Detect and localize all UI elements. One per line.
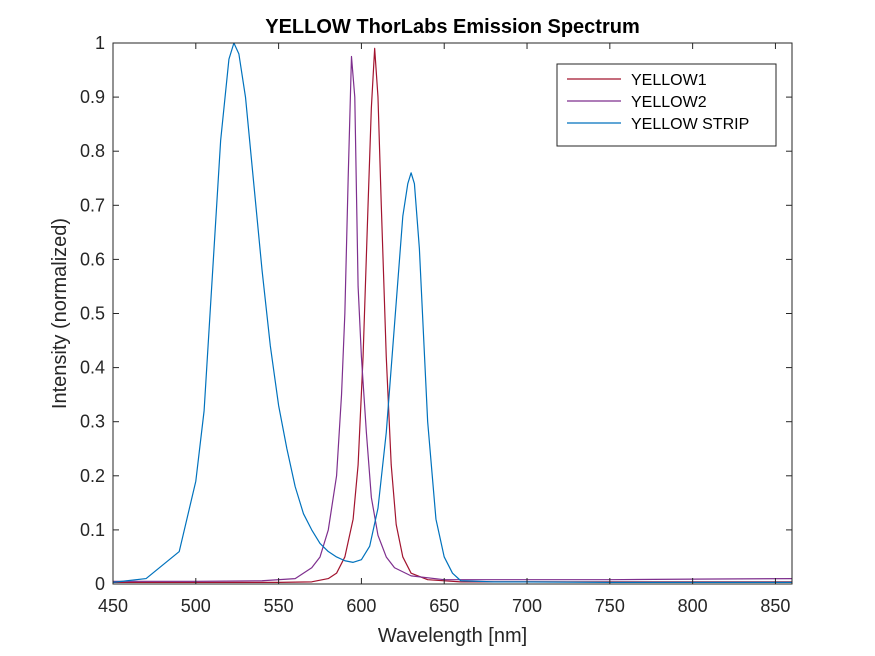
y-tick-label: 0 (95, 574, 105, 594)
x-tick-label: 450 (98, 596, 128, 616)
ticks-layer: 450 500 550 600 650 700 750 800 850 0 0.1 0.2 0.3 0.4… (80, 33, 792, 616)
y-tick-label: 0.9 (80, 87, 105, 107)
series-line-yellow2 (113, 55, 792, 582)
x-tick-label: 800 (678, 596, 708, 616)
legend: YELLOW1 YELLOW2 YELLOW STRIP (556, 63, 777, 147)
y-tick-label: 0.8 (80, 141, 105, 161)
x-axis-label: Wavelength [nm] (378, 625, 527, 647)
y-tick-label: 0.4 (80, 358, 105, 378)
legend-entry-label: YELLOW2 (631, 94, 707, 111)
legend-box (556, 63, 777, 147)
y-axis-label: Intensity (normalized) (49, 218, 71, 409)
y-tick-label: 0.3 (80, 412, 105, 432)
y-tick-label: 0.7 (80, 195, 105, 215)
x-tick-label: 850 (760, 596, 790, 616)
x-tick-label: 750 (595, 596, 625, 616)
chart-title: YELLOW ThorLabs Emission Spectrum (265, 16, 640, 38)
y-tick-label: 0.5 (80, 304, 105, 324)
x-tick-label: 600 (346, 596, 376, 616)
y-tick-label: 1 (95, 33, 105, 53)
series-line-yellow1 (113, 47, 792, 583)
x-tick-label: 500 (181, 596, 211, 616)
x-tick-label: 700 (512, 596, 542, 616)
x-tick-label: 550 (264, 596, 294, 616)
y-tick-label: 0.1 (80, 520, 105, 540)
y-tick-label: 0.2 (80, 466, 105, 486)
legend-entry-label: YELLOW1 (631, 72, 707, 89)
series-layer (113, 43, 792, 583)
x-tick-label: 650 (429, 596, 459, 616)
y-tick-label: 0.6 (80, 249, 105, 269)
series-line-yellow-strip (113, 43, 792, 583)
legend-entry-label: YELLOW STRIP (631, 116, 749, 133)
